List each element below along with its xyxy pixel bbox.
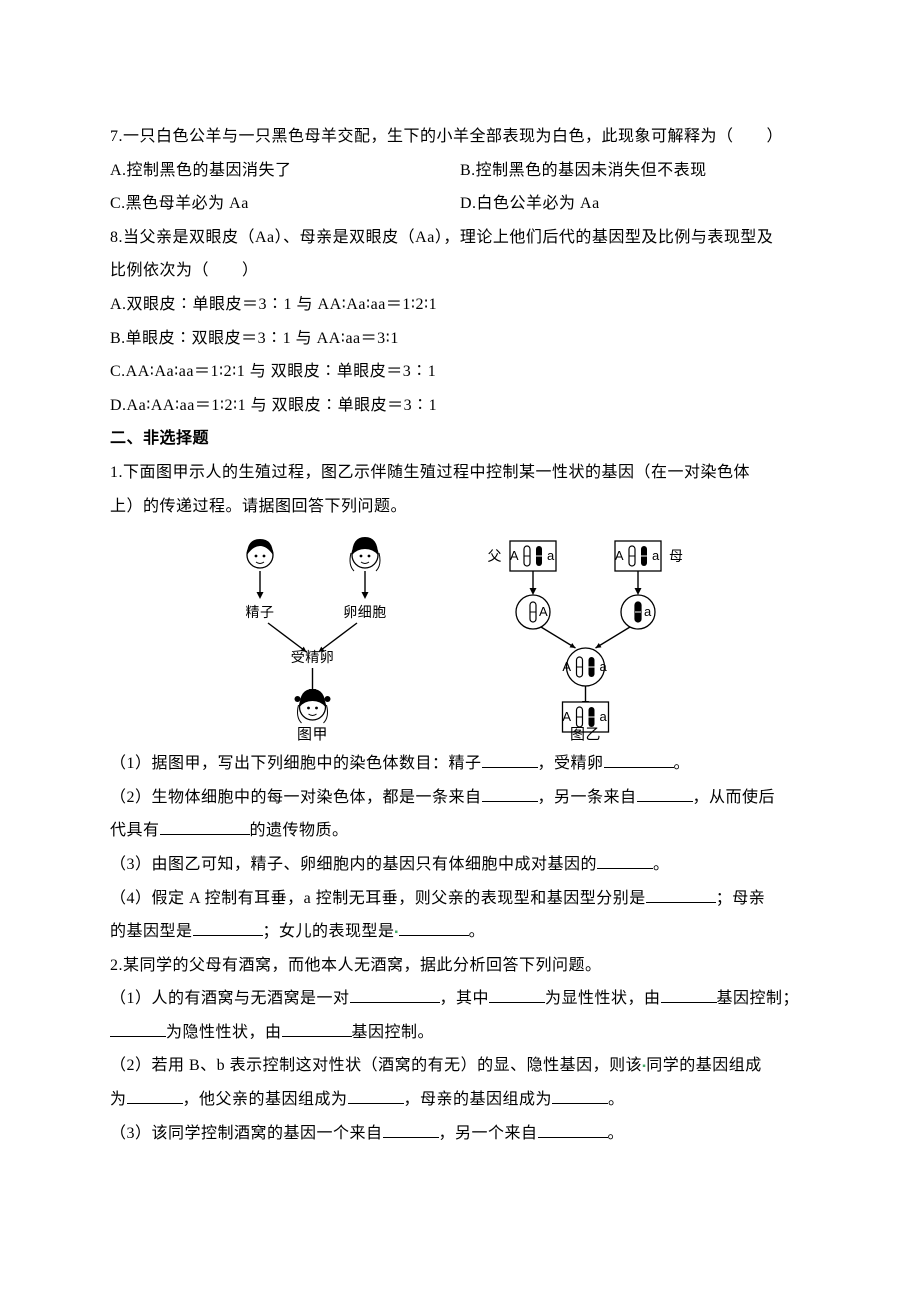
frq1-p2-e: 的遗传物质。 xyxy=(250,822,349,839)
q8-optC: C.AA∶Aa∶aa＝1∶2∶1 与 双眼皮∶单眼皮＝3∶1 xyxy=(110,355,810,389)
blank xyxy=(482,752,538,768)
svg-text:精子: 精子 xyxy=(246,604,275,620)
frq1-p4-c: 的基因型是 xyxy=(110,923,193,940)
svg-text:A: A xyxy=(510,548,519,563)
frq2-p1-e: 为隐性性状，由 xyxy=(166,1024,282,1041)
q8-optB: B.单眼皮∶双眼皮＝3∶1 与 AA∶aa＝3∶1 xyxy=(110,322,810,356)
blank xyxy=(646,886,716,902)
q7-stem: 7.一只白色公羊与一只黑色母羊交配，生下的小羊全部表现为白色，此现象可解释为（ … xyxy=(110,120,810,154)
blank xyxy=(282,1021,352,1037)
svg-text:A: A xyxy=(562,709,571,724)
frq2-p1-l2: 为隐性性状，由 基因控制。 xyxy=(110,1016,810,1050)
frq2-p2-f: 。 xyxy=(608,1091,625,1108)
frq1-p2-l2: 代具有 的遗传物质。 xyxy=(110,814,810,848)
blank xyxy=(489,987,545,1003)
q8-optD: D.Aa∶AA∶aa＝1∶2∶1 与 双眼皮∶单眼皮＝3∶1 xyxy=(110,389,810,423)
blank xyxy=(193,920,263,936)
frq1-p4-l1: （4）假定 A 控制有耳垂，a 控制无耳垂，则父亲的表现型和基因型分别是 ；母亲 xyxy=(110,882,810,916)
blank xyxy=(350,987,440,1003)
svg-text:a: a xyxy=(600,709,608,724)
frq2-p3-a: （3）该同学控制酒窝的基因一个来自 xyxy=(110,1125,383,1142)
svg-text:a: a xyxy=(652,548,660,563)
frq1-p1-c: 。 xyxy=(674,755,691,772)
frq1-p4-d: ；女儿的表现型是 xyxy=(263,923,395,940)
frq1-p1-b: ，受精卵 xyxy=(538,755,604,772)
frq2-p1-l1: （1）人的有酒窝与无酒窝是一对 ，其中 为显性性状，由 基因控制； xyxy=(110,982,810,1016)
svg-text:a: a xyxy=(644,604,652,619)
q8-optA: A.双眼皮∶单眼皮＝3∶1 与 AA∶Aa∶aa＝1∶2∶1 xyxy=(110,288,810,322)
section2-title: 二、非选择题 xyxy=(110,422,810,456)
frq2-p1-b: ，其中 xyxy=(440,990,490,1007)
frq1-p4-l2: 的基因型是；女儿的表现型是▪。 xyxy=(110,915,810,949)
frq1-p2-c: ，从而使后 xyxy=(693,789,776,806)
frq2-p1-c: 为显性性状，由 xyxy=(545,990,661,1007)
blank xyxy=(604,752,674,768)
frq1-p2-a: （2）生物体细胞中的每一对染色体，都是一条来自 xyxy=(110,789,482,806)
frq2-p2-b: 同学的基因组成 xyxy=(646,1057,762,1074)
svg-text:母: 母 xyxy=(669,548,684,564)
frq1-stem-l2: 上）的传递过程。请据图回答下列问题。 xyxy=(110,490,810,524)
frq2-p1-d: 基因控制； xyxy=(717,990,800,1007)
svg-text:A: A xyxy=(539,604,548,619)
frq1-p4-e: 。 xyxy=(469,923,486,940)
frq1-p3: （3）由图乙可知，精子、卵细胞内的基因只有体细胞中成对基因的 。 xyxy=(110,848,810,882)
blank xyxy=(383,1121,439,1137)
frq2-p2-l2: 为 ，他父亲的基因组成为 ，母亲的基因组成为 。 xyxy=(110,1083,810,1117)
q7-optC: C.黑色母羊必为 Aa xyxy=(110,187,460,221)
figure-wrap: 精子卵细胞受精卵图甲Aa父Aa母AaAaAa图乙 xyxy=(110,527,810,747)
svg-text:图乙: 图乙 xyxy=(570,726,601,743)
frq2-p3-c: 。 xyxy=(608,1125,625,1142)
frq2-p1-f: 基因控制。 xyxy=(352,1024,435,1041)
blank xyxy=(482,786,538,802)
frq1-p1: （1）据图甲，写出下列细胞中的染色体数目：精子 ，受精卵 。 xyxy=(110,747,810,781)
q7-optB: B.控制黑色的基因未消失但不表现 xyxy=(460,154,810,188)
q8-stem-l1: 8.当父亲是双眼皮（Aa）、母亲是双眼皮（Aa），理论上他们后代的基因型及比例与… xyxy=(110,221,810,255)
blank xyxy=(597,853,653,869)
frq2-p3-b: ，另一个来自 xyxy=(439,1125,538,1142)
frq2-stem: 2.某同学的父母有酒窝，而他本人无酒窝，据此分析回答下列问题。 xyxy=(110,949,810,983)
frq2-p2-c: 为 xyxy=(110,1091,127,1108)
q7-optD: D.白色公羊必为 Aa xyxy=(460,187,810,221)
frq2-p2-d: ，他父亲的基因组成为 xyxy=(183,1091,348,1108)
frq2-p2-e: ，母亲的基因组成为 xyxy=(404,1091,553,1108)
frq1-p3-a: （3）由图乙可知，精子、卵细胞内的基因只有体细胞中成对基因的 xyxy=(110,856,597,873)
blank xyxy=(399,920,469,936)
frq2-p2-l1: （2）若用 B、b 表示控制这对性状（酒窝的有无）的显、隐性基因，则该▪同学的基… xyxy=(110,1049,810,1083)
blank xyxy=(110,1021,166,1037)
blank xyxy=(348,1088,404,1104)
blank xyxy=(538,1121,608,1137)
svg-text:a: a xyxy=(547,548,555,563)
svg-text:卵细胞: 卵细胞 xyxy=(343,604,387,620)
frq2-p1-a: （1）人的有酒窝与无酒窝是一对 xyxy=(110,990,350,1007)
blank xyxy=(552,1088,608,1104)
q8-stem-l2: 比例依次为（ ） xyxy=(110,254,810,288)
frq1-p4-a: （4）假定 A 控制有耳垂，a 控制无耳垂，则父亲的表现型和基因型分别是 xyxy=(110,890,646,907)
genetics-diagram: 精子卵细胞受精卵图甲Aa父Aa母AaAaAa图乙 xyxy=(210,527,710,747)
frq1-p1-a: （1）据图甲，写出下列细胞中的染色体数目：精子 xyxy=(110,755,482,772)
blank xyxy=(637,786,693,802)
frq1-p4-b: ；母亲 xyxy=(716,890,766,907)
blank xyxy=(661,987,717,1003)
q7-options-row2: C.黑色母羊必为 Aa D.白色公羊必为 Aa xyxy=(110,187,810,221)
frq2-p2-a: （2）若用 B、b 表示控制这对性状（酒窝的有无）的显、隐性基因，则该 xyxy=(110,1057,642,1074)
frq1-p3-b: 。 xyxy=(653,856,670,873)
page: 7.一只白色公羊与一只黑色母羊交配，生下的小羊全部表现为白色，此现象可解释为（ … xyxy=(0,0,920,1302)
blank xyxy=(160,819,250,835)
frq1-p2-b: ，另一条来自 xyxy=(538,789,637,806)
svg-text:A: A xyxy=(562,659,571,674)
frq1-p2-l1: （2）生物体细胞中的每一对染色体，都是一条来自 ，另一条来自 ，从而使后 xyxy=(110,781,810,815)
frq1-p2-d: 代具有 xyxy=(110,822,160,839)
frq1-stem-l1: 1.下面图甲示人的生殖过程，图乙示伴随生殖过程中控制某一性状的基因（在一对染色体 xyxy=(110,456,810,490)
q7-options-row1: A.控制黑色的基因消失了 B.控制黑色的基因未消失但不表现 xyxy=(110,154,810,188)
q7-optA: A.控制黑色的基因消失了 xyxy=(110,154,460,188)
svg-text:父: 父 xyxy=(488,548,503,564)
svg-text:a: a xyxy=(600,659,608,674)
frq2-p3: （3）该同学控制酒窝的基因一个来自 ，另一个来自 。 xyxy=(110,1117,810,1151)
svg-text:受精卵: 受精卵 xyxy=(291,649,335,665)
svg-text:图甲: 图甲 xyxy=(297,726,328,743)
svg-text:A: A xyxy=(615,548,624,563)
blank xyxy=(127,1088,183,1104)
